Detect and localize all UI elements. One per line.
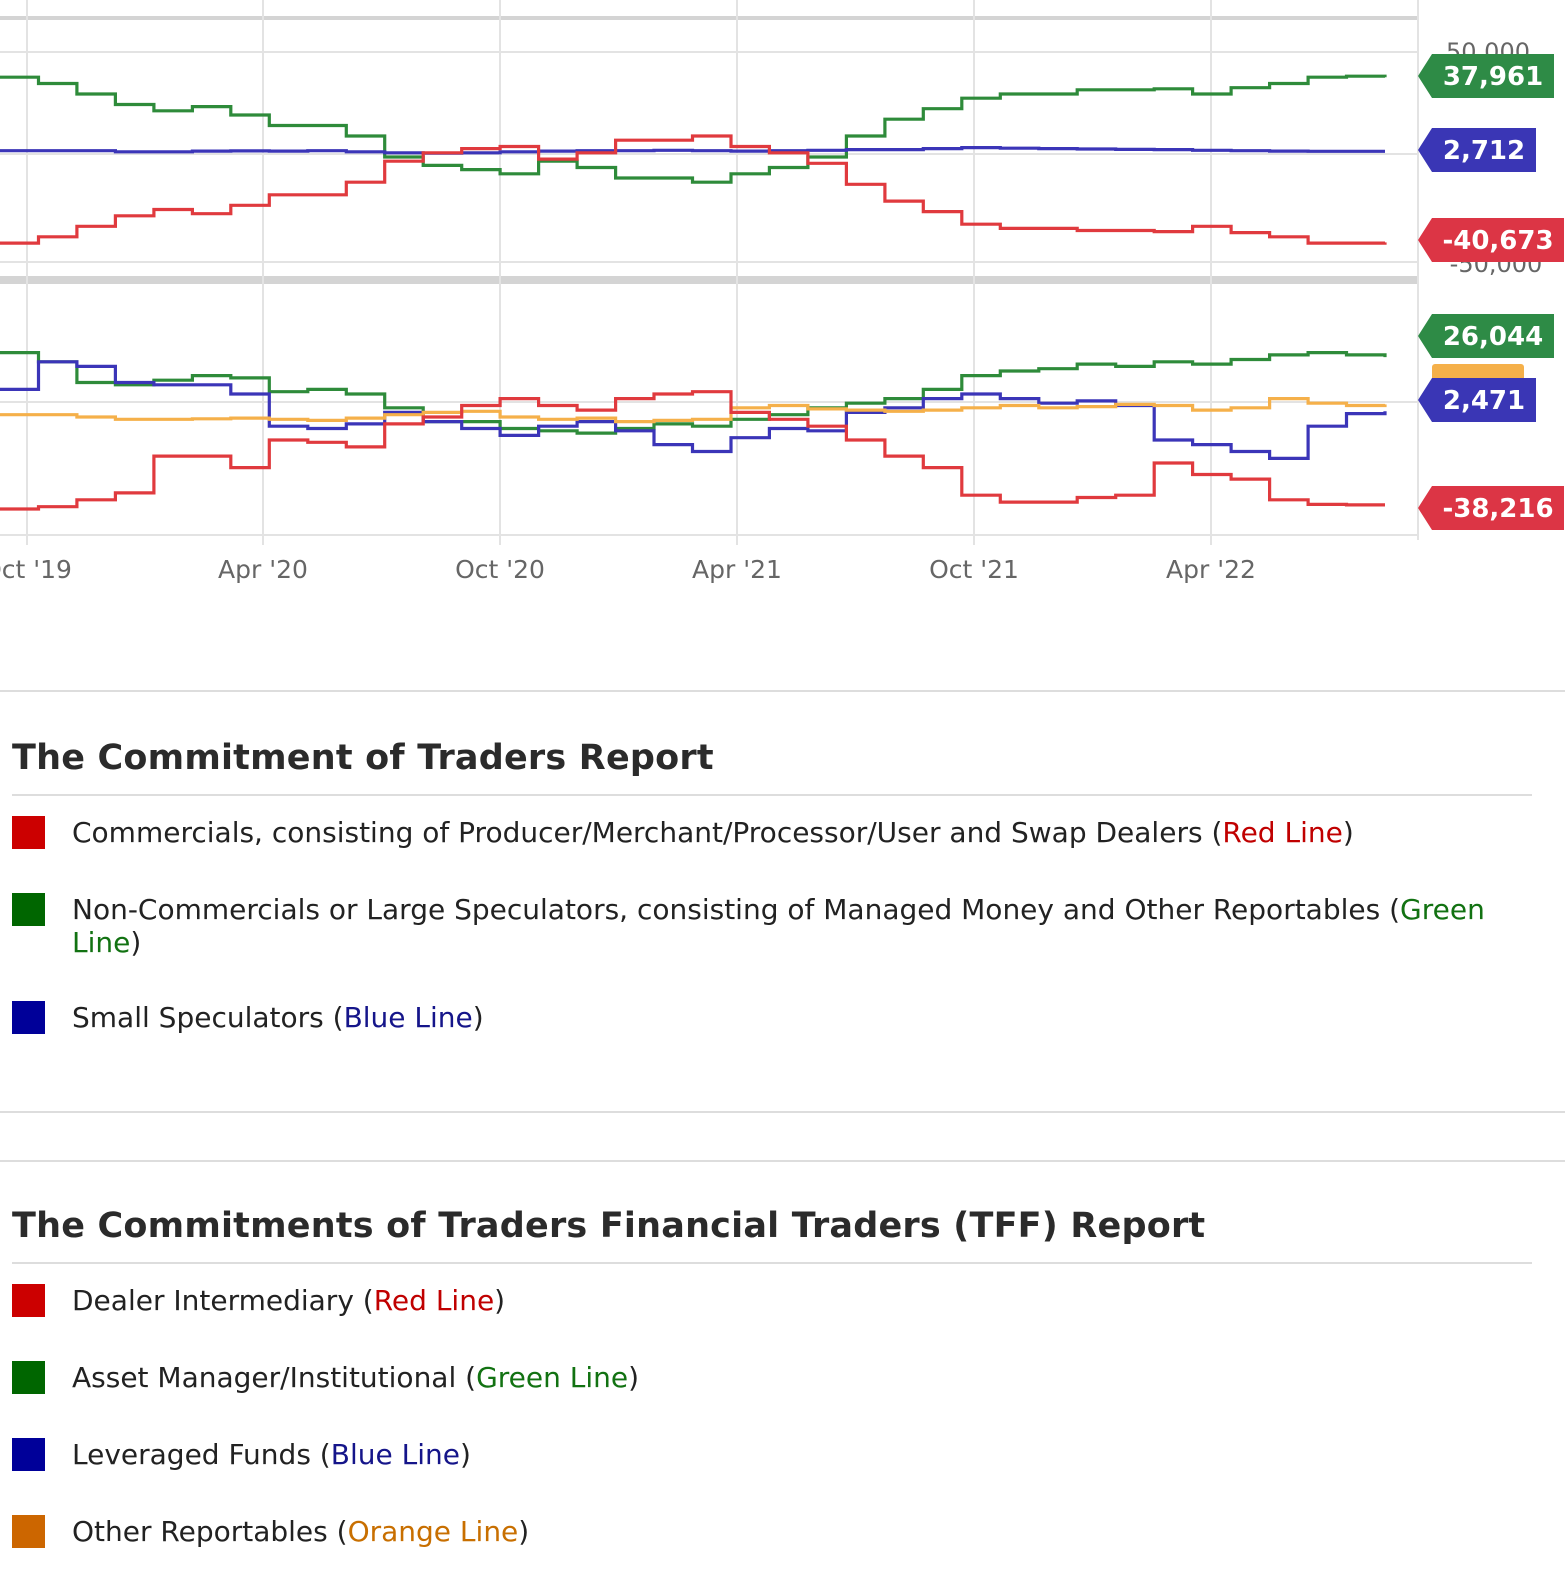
legend-text: Other Reportables (Orange Line) [72,1515,1522,1548]
section-title: The Commitment of Traders Report [12,738,714,778]
end-tag-label: 2,712 [1443,136,1525,166]
legend-line-color: Green Line [476,1361,629,1394]
end-value-tags: 37,961 2,712 -40,673 26,044 2,471 -38,216 [1418,54,1564,530]
legend-description: Non-Commercials or Large Speculators, co… [72,893,1401,926]
cot-chart: 50,000-50,000 37,9612,712-40,67326,0442,… [0,0,1564,584]
legend-text: Dealer Intermediary (Red Line) [72,1284,1522,1317]
legend-text: Small Speculators (Blue Line) [72,1001,1522,1034]
legend-description: Other Reportables ( [72,1515,348,1548]
legend-close-paren: ) [628,1361,640,1394]
end-tag [1418,314,1554,358]
legend-swatch [12,1001,45,1034]
legend-close-paren: ) [518,1515,530,1548]
end-tag-orange [1432,364,1524,382]
legend-close-paren: ) [472,1001,484,1034]
legend-text: Non-Commercials or Large Speculators, co… [72,893,1522,959]
cot-report-section: The Commitment of Traders Report Commerc… [12,738,1532,1034]
x-tick-label: Oct '21 [929,555,1019,584]
section-rule [12,1262,1532,1264]
x-axis-labels: Oct '19 Apr '20 Oct '20 Apr '21 Oct '21 Apr '… [0,555,1256,584]
legend-line-color: Blue Line [330,1438,460,1471]
x-tick-label: Apr '22 [1166,555,1256,584]
end-tag-label: 26,044 [1443,322,1543,352]
legend-line-color: Red Line [373,1284,495,1317]
tff-report-section: The Commitments of Traders Financial Tra… [12,1206,1532,1548]
legend-close-paren: ) [1342,816,1354,849]
legend-close-paren: ) [130,926,142,959]
legend-line-color: Orange Line [347,1515,519,1548]
x-tick-label: Apr '20 [218,555,308,584]
chart-grid [0,0,1419,545]
end-tag-label: -38,216 [1442,494,1553,524]
legend-description: Asset Manager/Institutional ( [72,1361,477,1394]
legend-swatch [12,816,45,849]
section-rule [12,794,1532,796]
legend-description: Commercials, consisting of Producer/Merc… [72,816,1223,849]
series-line-orange [0,397,1387,424]
divider [0,1111,1565,1113]
legend-description: Leveraged Funds ( [72,1438,331,1471]
end-tag [1418,54,1554,98]
legend-description: Dealer Intermediary ( [72,1284,374,1317]
legend-swatch [12,1515,45,1548]
legend-line-color: Red Line [1222,816,1343,849]
x-tick-label: Oct '20 [455,555,545,584]
legend-line-color: Green Line [72,893,1485,959]
x-tick-label: Apr '21 [692,555,782,584]
end-tag-label: 2,471 [1443,386,1525,416]
end-tag-label: -40,673 [1442,226,1553,256]
legend-description: Small Speculators ( [72,1001,344,1034]
series-line-blue [0,146,1385,155]
end-tag [1418,378,1536,422]
series-line-green [0,351,1387,435]
divider [0,690,1565,692]
end-tag [1418,486,1564,530]
series-line-green [0,74,1387,184]
end-tag [1418,128,1536,172]
divider [0,1160,1565,1162]
legend-close-paren: ) [494,1284,506,1317]
legend-line-color: Blue Line [343,1001,473,1034]
end-tag-label: 37,961 [1443,62,1543,92]
legend-text: Leveraged Funds (Blue Line) [72,1438,1522,1471]
series-line-red [0,390,1385,511]
legend-text: Asset Manager/Institutional (Green Line) [72,1361,1522,1394]
end-tag [1418,218,1564,262]
legend-close-paren: ) [459,1438,471,1471]
legend-swatch [12,1438,45,1471]
series-line-red [0,134,1387,245]
legend-swatch [12,1361,45,1394]
series-layer [0,74,1387,511]
series-line-blue [0,360,1387,460]
legend-text: Commercials, consisting of Producer/Merc… [72,816,1522,849]
section-title: The Commitments of Traders Financial Tra… [12,1206,1206,1246]
x-tick-label: Oct '19 [0,555,72,584]
legend-swatch [12,1284,45,1317]
legend-swatch [12,893,45,926]
